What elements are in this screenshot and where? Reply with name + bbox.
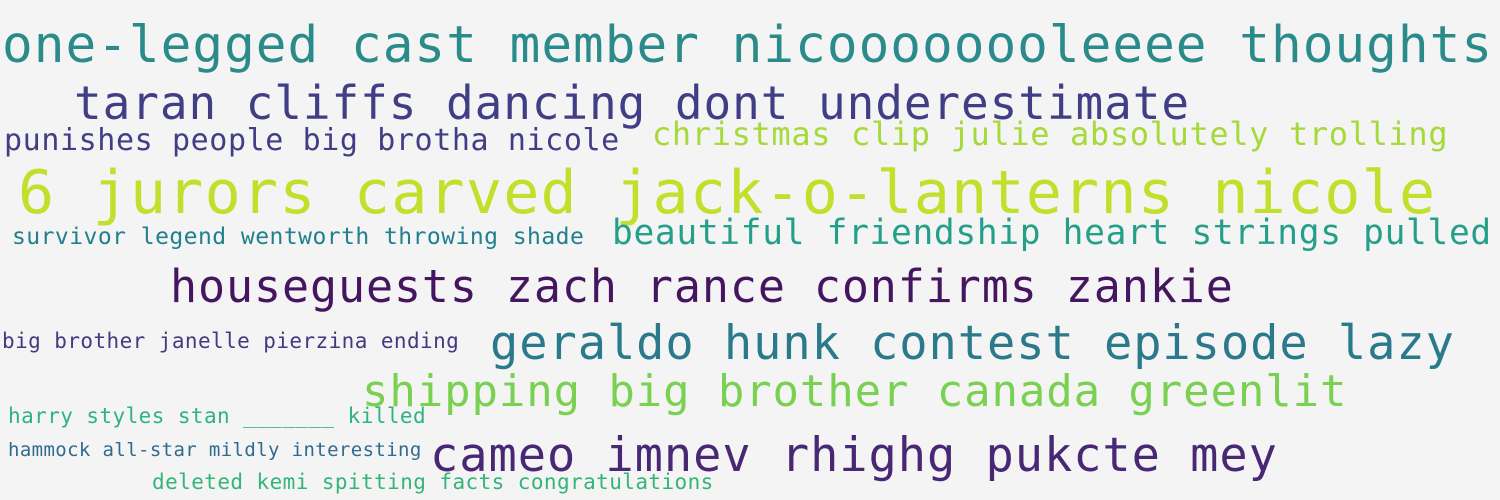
phrase: geraldo hunk contest episode lazy [490, 316, 1455, 371]
phrase: houseguests zach rance confirms zankie [170, 260, 1234, 313]
phrase: taran cliffs dancing dont underestimate [74, 76, 1190, 130]
phrase: beautiful friendship heart strings pulle… [612, 213, 1492, 253]
phrase: punishes people big brotha nicole [4, 123, 620, 158]
phrase: hammock all-star mildly interesting [8, 439, 422, 461]
phrase: christmas clip julie absolutely trolling [652, 115, 1449, 153]
phrase: cameo imnev rhighg pukcte mey [430, 428, 1278, 483]
phrase: one-legged cast member nicoooooooleeee t… [2, 16, 1494, 75]
phrase: harry styles stan _______ killed [8, 404, 427, 428]
phrase: big brother janelle pierzina ending [2, 329, 460, 353]
phrase: 6 jurors carved jack-o-lanterns nicole [18, 158, 1437, 228]
phrase: shipping big brother canada greenlit [362, 366, 1348, 417]
phrase: survivor legend wentworth throwing shade [12, 224, 585, 250]
phrase: deleted kemi spitting facts congratulati… [152, 470, 714, 494]
